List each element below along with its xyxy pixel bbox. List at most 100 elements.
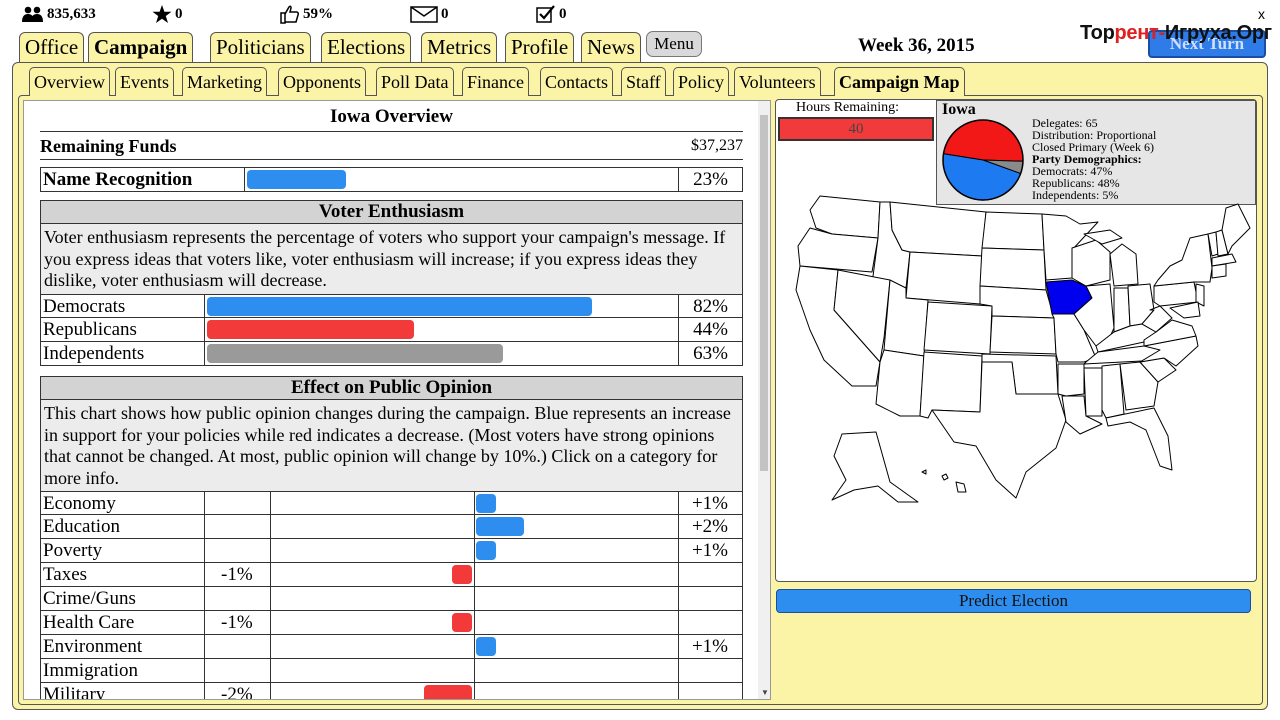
state-north-dakota[interactable] xyxy=(981,211,1045,251)
state-florida[interactable] xyxy=(1105,407,1173,471)
close-button[interactable]: x xyxy=(1258,6,1265,22)
scrollbar-thumb[interactable] xyxy=(760,115,768,471)
people-icon xyxy=(22,6,44,22)
state-arizona[interactable] xyxy=(875,349,925,417)
tasks-value: 0 xyxy=(559,5,567,22)
state-montana[interactable] xyxy=(889,201,987,257)
subtab-events[interactable]: Events xyxy=(115,67,174,96)
tab-office[interactable]: Office xyxy=(19,32,85,62)
subtab-campaign-map[interactable]: Campaign Map xyxy=(834,67,965,96)
approval-stat: 59% xyxy=(280,4,333,24)
state-north-carolina[interactable] xyxy=(1139,335,1199,367)
state-colorado[interactable] xyxy=(923,301,993,355)
opinion-row[interactable]: Environment +1% xyxy=(40,635,743,659)
democrats-share: Democrats: 47% xyxy=(1032,164,1113,178)
opinion-change-bar xyxy=(452,613,472,632)
tab-profile[interactable]: Profile xyxy=(505,32,575,62)
pie-outline xyxy=(942,119,1024,201)
state-overview-panel: Iowa Overview Remaining Funds $37,237 Na… xyxy=(23,100,771,700)
us-map[interactable] xyxy=(780,190,1252,510)
opinion-row[interactable]: Military -2% xyxy=(40,683,743,700)
state-maryland[interactable] xyxy=(1169,301,1201,319)
name-recognition-label: Name Recognition xyxy=(43,169,193,190)
predict-election-button[interactable]: Predict Election xyxy=(776,589,1251,613)
state-hawaii[interactable] xyxy=(921,469,967,493)
name-recognition-value: 23% xyxy=(693,169,728,190)
opinion-row[interactable]: Immigration xyxy=(40,659,743,683)
state-massachusetts[interactable] xyxy=(1211,253,1237,267)
primary-type: Closed Primary (Week 6) xyxy=(1032,140,1155,154)
state-kansas[interactable] xyxy=(989,315,1057,355)
opinion-row[interactable]: Health Care -1% xyxy=(40,611,743,635)
state-details: Delegates: 65 Distribution: Proportional… xyxy=(1032,117,1156,201)
state-oregon[interactable] xyxy=(797,227,879,273)
opinion-row[interactable]: Crime/Guns xyxy=(40,587,743,611)
subtab-contacts[interactable]: Contacts xyxy=(540,67,613,96)
watermark: Торрент-Игруха.Орг xyxy=(1080,22,1272,45)
followers-stat: 835,633 xyxy=(22,4,96,24)
state-mississippi[interactable] xyxy=(1083,367,1103,417)
scrollbar[interactable]: ▼ xyxy=(758,101,770,699)
state-new-mexico[interactable] xyxy=(919,351,983,419)
issue-label: Health Care xyxy=(43,612,135,633)
issue-label: Poverty xyxy=(43,540,103,561)
state-texas[interactable] xyxy=(931,361,1067,499)
voter-enthusiasm-description: Voter enthusiasm represents the percenta… xyxy=(40,224,743,294)
divider xyxy=(40,131,743,132)
issue-label: Military xyxy=(43,684,106,700)
state-wisconsin[interactable] xyxy=(1071,239,1111,287)
tab-news[interactable]: News xyxy=(581,32,641,62)
enthusiasm-value: 44% xyxy=(693,319,728,340)
subtab-poll-data[interactable]: Poll Data xyxy=(376,67,454,96)
distribution: Distribution: Proportional xyxy=(1032,128,1157,142)
subtab-volunteers[interactable]: Volunteers xyxy=(734,67,821,96)
opinion-row[interactable]: Taxes -1% xyxy=(40,563,743,587)
overview-title: Iowa Overview xyxy=(330,106,453,127)
subtab-staff[interactable]: Staff xyxy=(621,67,666,96)
party-label: Independents xyxy=(43,343,145,364)
opinion-change-bar xyxy=(476,541,496,560)
state-michigan-up[interactable] xyxy=(1083,229,1123,245)
state-georgia[interactable] xyxy=(1119,361,1159,411)
state-louisiana[interactable] xyxy=(1061,395,1103,435)
remaining-funds-value: $37,237 xyxy=(691,137,743,154)
issue-label: Environment xyxy=(43,636,143,657)
subtab-overview[interactable]: Overview xyxy=(29,67,110,96)
tab-elections[interactable]: Elections xyxy=(321,32,412,62)
subtab-marketing[interactable]: Marketing xyxy=(182,67,267,96)
voter-enthusiasm-header: Voter Enthusiasm xyxy=(40,200,743,224)
subtab-policy[interactable]: Policy xyxy=(673,67,730,96)
subtab-opponents[interactable]: Opponents xyxy=(278,67,366,96)
state-connecticut[interactable] xyxy=(1211,263,1227,279)
subtab-finance[interactable]: Finance xyxy=(462,67,529,96)
opinion-row[interactable]: Poverty +1% xyxy=(40,539,743,563)
opinion-row[interactable]: Economy +1% xyxy=(40,491,743,515)
state-new-jersey[interactable] xyxy=(1195,283,1205,307)
tab-metrics[interactable]: Metrics xyxy=(421,32,498,62)
menu-button[interactable]: Menu xyxy=(646,31,702,57)
enthusiasm-bar xyxy=(207,320,414,339)
party-demographics-pie xyxy=(942,119,1024,201)
hours-remaining-value: 40 xyxy=(778,117,934,141)
state-michigan[interactable] xyxy=(1109,243,1139,287)
next-turn-button[interactable]: Next Turn xyxy=(1148,30,1266,58)
week-label: Week 36, 2015 xyxy=(858,35,975,56)
state-indiana[interactable] xyxy=(1113,287,1131,333)
opinion-change-bar xyxy=(476,637,496,656)
state-arkansas[interactable] xyxy=(1057,363,1085,397)
tab-campaign[interactable]: Campaign xyxy=(88,32,194,62)
positive-change-value: +1% xyxy=(691,636,728,657)
opinion-row[interactable]: Education +2% xyxy=(40,515,743,539)
state-wyoming[interactable] xyxy=(905,251,983,305)
state-south-dakota[interactable] xyxy=(979,247,1047,291)
checkbox-icon xyxy=(536,4,556,24)
state-new-york[interactable] xyxy=(1153,233,1213,287)
party-demographics-label: Party Demographics: xyxy=(1032,152,1142,166)
state-alaska[interactable] xyxy=(831,431,919,503)
tab-politicians[interactable]: Politicians xyxy=(210,32,311,62)
negative-change-value: -1% xyxy=(221,612,253,633)
state-maine[interactable] xyxy=(1221,203,1251,255)
enthusiasm-value: 63% xyxy=(693,343,728,364)
scroll-down-arrow-icon[interactable]: ▼ xyxy=(761,688,769,697)
state-nevada[interactable] xyxy=(833,269,891,363)
